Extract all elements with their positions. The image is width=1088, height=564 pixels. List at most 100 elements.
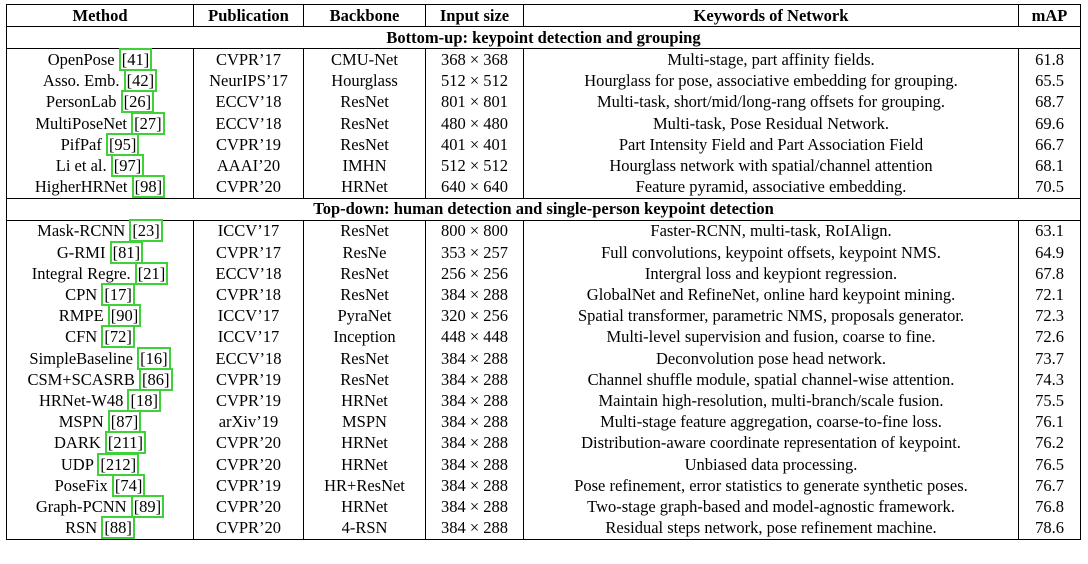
keywords-cell: Multi-stage, part affinity fields. bbox=[523, 48, 1019, 71]
input-size-cell: 480 × 480 bbox=[425, 112, 524, 135]
data-row: OpenPose [41] CVPR’17 CMU-Net 368 × 368 Mult… bbox=[6, 47, 1081, 71]
publication-cell: CVPR’20 bbox=[193, 453, 304, 476]
section-title: Bottom-up: keypoint detection and groupi… bbox=[6, 26, 1081, 50]
data-row: DARK [211] CVPR’20 HRNet 384 × 288 Distribut… bbox=[6, 431, 1081, 455]
data-row: Li et al. [97] AAAI’20 IMHN 512 × 512 Hourgl… bbox=[6, 153, 1081, 177]
map-cell: 74.3 bbox=[1018, 369, 1081, 391]
data-row: Asso. Emb. [42] NeurIPS’17 Hourglass 512 × … bbox=[6, 69, 1081, 93]
input-size-cell: 384 × 288 bbox=[425, 496, 524, 518]
data-row: UDP [212] CVPR’20 HRNet 384 × 288 Unbiased d… bbox=[6, 452, 1081, 476]
citation-link[interactable]: [81] bbox=[109, 240, 144, 264]
input-size-cell: 801 × 801 bbox=[425, 91, 524, 113]
method-name: OpenPose bbox=[47, 49, 115, 69]
citation-link[interactable]: [23] bbox=[129, 219, 163, 243]
method-name: G-RMI bbox=[56, 242, 106, 262]
publication-cell: ICCV’17 bbox=[193, 220, 304, 243]
keywords-cell: Deconvolution pose head network. bbox=[523, 348, 1019, 370]
data-row: Graph-PCNN [89] CVPR’20 HRNet 384 × 288 Two-… bbox=[6, 494, 1081, 518]
backbone-cell: ResNet bbox=[303, 369, 426, 391]
citation-link[interactable]: [97] bbox=[110, 153, 145, 177]
publication-cell: CVPR’20 bbox=[193, 176, 304, 199]
backbone-cell: CMU-Net bbox=[303, 48, 426, 71]
method-name: CSM+SCASRB bbox=[27, 369, 135, 389]
citation-link[interactable]: [26] bbox=[120, 90, 155, 114]
citation-link[interactable]: [74] bbox=[111, 473, 146, 497]
method-cell: CFN [72] bbox=[6, 325, 194, 349]
table-header: Method Publication Backbone Input size Keywo… bbox=[6, 4, 1081, 27]
citation-link[interactable]: [90] bbox=[107, 304, 142, 328]
input-size-cell: 384 × 288 bbox=[425, 348, 524, 370]
citation-link[interactable]: [27] bbox=[131, 111, 165, 135]
map-cell: 76.5 bbox=[1018, 453, 1081, 476]
data-row: PoseFix [74] CVPR’19 HR+ResNet 384 × 288 Pos… bbox=[6, 473, 1081, 497]
method-name: Li et al. bbox=[55, 155, 107, 175]
method-cell: Integral Regre. [21] bbox=[6, 261, 194, 285]
method-cell: SimpleBaseline [16] bbox=[6, 346, 194, 370]
section-title: Top-down: human detection and single-per… bbox=[6, 197, 1081, 221]
citation-link[interactable]: [18] bbox=[127, 388, 161, 412]
input-size-cell: 353 × 257 bbox=[425, 242, 524, 264]
citation-link[interactable]: [21] bbox=[134, 261, 169, 285]
data-row: MultiPoseNet [27] ECCV’18 ResNet 480 × 480 M… bbox=[6, 111, 1081, 135]
method-name: PoseFix bbox=[54, 475, 108, 495]
keywords-cell: Distribution-aware coordinate representa… bbox=[523, 432, 1019, 454]
backbone-cell: MSPN bbox=[303, 411, 426, 433]
map-cell: 76.8 bbox=[1018, 496, 1081, 518]
map-cell: 78.6 bbox=[1018, 517, 1081, 540]
citation-link[interactable]: [88] bbox=[101, 516, 135, 540]
map-cell: 72.3 bbox=[1018, 305, 1081, 327]
citation-link[interactable]: [95] bbox=[105, 132, 140, 156]
backbone-cell: ResNet bbox=[303, 112, 426, 135]
input-size-cell: 384 × 288 bbox=[425, 369, 524, 391]
backbone-cell: HRNet bbox=[303, 176, 426, 199]
citation-link[interactable]: [86] bbox=[139, 367, 173, 391]
citation-link[interactable]: [42] bbox=[123, 69, 158, 93]
citation-link[interactable]: [98] bbox=[131, 175, 166, 199]
map-cell: 68.7 bbox=[1018, 91, 1081, 113]
method-cell: G-RMI [81] bbox=[6, 240, 194, 264]
keywords-cell: Unbiased data processing. bbox=[523, 453, 1019, 476]
method-cell: Asso. Emb. [42] bbox=[6, 69, 194, 93]
map-cell: 75.5 bbox=[1018, 390, 1081, 412]
method-cell: Mask-RCNN [23] bbox=[6, 219, 194, 243]
method-name: HigherHRNet bbox=[34, 177, 128, 197]
keywords-cell: Hourglass for pose, associative embeddin… bbox=[523, 70, 1019, 92]
backbone-cell: HR+ResNet bbox=[303, 475, 426, 497]
publication-cell: CVPR’19 bbox=[193, 134, 304, 156]
input-size-cell: 512 × 512 bbox=[425, 70, 524, 92]
publication-cell: ICCV’17 bbox=[193, 326, 304, 348]
publication-cell: ICCV’17 bbox=[193, 305, 304, 327]
keywords-cell: Part Intensity Field and Part Associatio… bbox=[523, 134, 1019, 156]
input-size-cell: 448 × 448 bbox=[425, 326, 524, 348]
citation-link[interactable]: [89] bbox=[130, 494, 165, 518]
page: Method Publication Backbone Input size Keywo… bbox=[0, 4, 1088, 564]
data-row: MSPN [87] arXiv’19 MSPN 384 × 288 Multi-stag… bbox=[6, 410, 1081, 434]
citation-link[interactable]: [16] bbox=[137, 346, 171, 370]
citation-link[interactable]: [87] bbox=[107, 410, 142, 434]
map-cell: 63.1 bbox=[1018, 220, 1081, 243]
map-cell: 76.2 bbox=[1018, 432, 1081, 454]
method-cell: PoseFix [74] bbox=[6, 473, 194, 497]
citation-link[interactable]: [41] bbox=[118, 47, 153, 71]
keywords-cell: Multi-task, Pose Residual Network. bbox=[523, 112, 1019, 135]
publication-cell: NeurIPS’17 bbox=[193, 70, 304, 92]
method-cell: PersonLab [26] bbox=[6, 90, 194, 114]
input-size-cell: 800 × 800 bbox=[425, 220, 524, 243]
citation-link[interactable]: [17] bbox=[101, 283, 135, 307]
method-name: Mask-RCNN bbox=[37, 221, 126, 241]
results-table: Method Publication Backbone Input size Keywo… bbox=[6, 4, 1081, 540]
citation-link[interactable]: [72] bbox=[101, 325, 135, 349]
method-name: UDP bbox=[60, 454, 94, 474]
input-size-cell: 256 × 256 bbox=[425, 263, 524, 285]
backbone-cell: PyraNet bbox=[303, 305, 426, 327]
citation-link[interactable]: [211] bbox=[104, 431, 147, 455]
keywords-cell: Spatial transformer, parametric NMS, pro… bbox=[523, 305, 1019, 327]
backbone-cell: ResNet bbox=[303, 134, 426, 156]
map-cell: 70.5 bbox=[1018, 176, 1081, 199]
keywords-cell: Channel shuffle module, spatial channel-… bbox=[523, 369, 1019, 391]
citation-link[interactable]: [212] bbox=[97, 452, 140, 476]
data-row: RMPE [90] ICCV’17 PyraNet 320 × 256 Spatial … bbox=[6, 304, 1081, 328]
map-cell: 64.9 bbox=[1018, 242, 1081, 264]
publication-cell: CVPR’17 bbox=[193, 48, 304, 71]
backbone-cell: HRNet bbox=[303, 453, 426, 476]
